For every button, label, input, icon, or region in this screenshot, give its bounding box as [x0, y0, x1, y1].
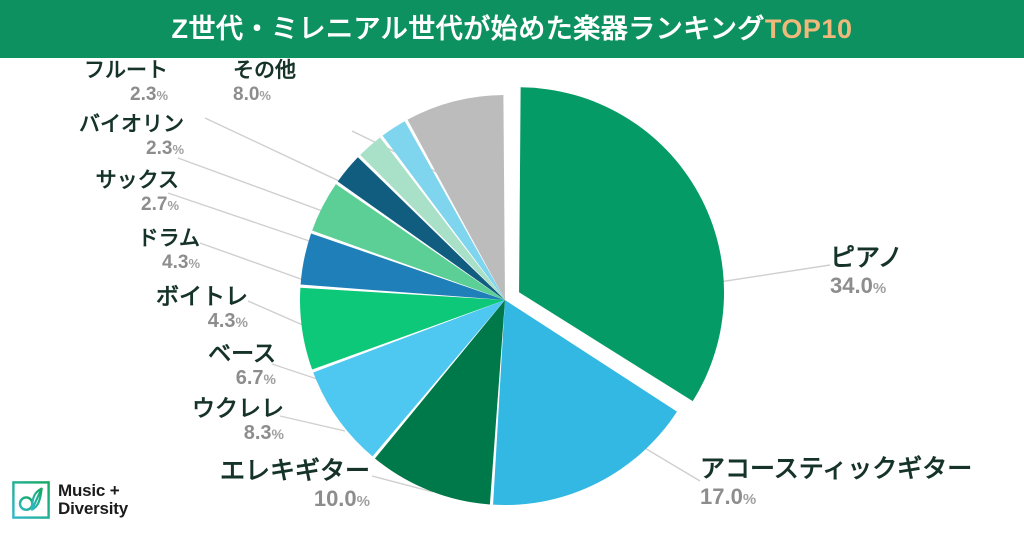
label-bass-pct: 6.7% [235, 366, 276, 389]
label-electric-guitar: エレキギター 10.0% [220, 458, 370, 511]
label-ukulele-name: ウクレレ [192, 395, 284, 421]
label-violin-pct: 2.3% [146, 137, 184, 159]
pie-slice[interactable] [337, 157, 505, 300]
label-sax-name: サックス [95, 169, 179, 192]
label-drum-name: ドラム [137, 227, 200, 250]
pie-slice[interactable] [300, 287, 505, 370]
label-other-name: その他 [233, 59, 296, 82]
music-diversity-logo-mark-icon [12, 481, 50, 519]
brand-logo-line2: Diversity [58, 499, 129, 518]
label-sax-pct: 2.7% [141, 193, 179, 215]
page-title-accent: TOP10 [764, 13, 853, 44]
pie-slice[interactable] [519, 87, 725, 402]
pie-slice[interactable] [493, 300, 677, 505]
label-other: その他 8.0% [233, 59, 296, 105]
brand-logo-text: Music + Diversity [58, 482, 128, 518]
leader-line-bass [271, 363, 321, 381]
label-drum: ドラム 4.3% [137, 227, 200, 273]
label-flute-pct: 2.3% [130, 83, 168, 105]
label-violin-name: バイオリン [79, 113, 184, 136]
label-other-pct: 8.0% [233, 83, 271, 105]
label-acoustic-guitar-name: アコースティックギター [700, 455, 973, 483]
label-flute-name: フルート [84, 59, 168, 82]
pie-chart-svg [167, 87, 831, 505]
label-violin: バイオリン 2.3% [79, 113, 184, 159]
label-acoustic-guitar-pct: 17.0% [700, 484, 757, 509]
leader-line-electric-guitar [371, 475, 434, 493]
label-drum-pct: 4.3% [162, 251, 200, 273]
label-electric-guitar-pct: 10.0% [313, 486, 370, 511]
page-title: Z世代・ミレニアル世代が始めた楽器ランキングTOP10 [171, 13, 853, 44]
label-voice-training-name: ボイトレ [156, 283, 248, 309]
pie-chart: ピアノ 34.0% アコースティックギター 17.0% エレキギター 10.0%… [0, 58, 1024, 538]
leader-line-ukulele [279, 415, 346, 432]
leader-line-drum [199, 242, 313, 284]
brand-logo-line1: Music + [58, 481, 120, 501]
label-voice-training: ボイトレ 4.3% [156, 284, 248, 332]
page-title-main: Z世代・ミレニアル世代が始めた楽器ランキング [171, 13, 765, 44]
label-bass: ベース 6.7% [208, 341, 276, 389]
label-voice-training-pct: 4.3% [207, 309, 248, 332]
pie-slice[interactable] [313, 300, 505, 457]
label-electric-guitar-name: エレキギター [219, 457, 370, 485]
label-acoustic-guitar: アコースティックギター 17.0% [700, 456, 972, 509]
label-piano: ピアノ 34.0% [830, 245, 903, 298]
label-ukulele: ウクレレ 8.3% [192, 396, 284, 444]
pie-slices [300, 87, 725, 505]
label-piano-name: ピアノ [830, 244, 903, 272]
header-bar: Z世代・ミレニアル世代が始めた楽器ランキングTOP10 [0, 0, 1024, 58]
brand-logo: Music + Diversity [12, 481, 128, 519]
label-flute: フルート 2.3% [84, 59, 168, 105]
label-piano-pct: 34.0% [830, 273, 887, 298]
label-sax: サックス 2.7% [95, 169, 179, 215]
leader-line-sax [167, 192, 331, 249]
pie-slice[interactable] [360, 137, 505, 300]
pie-slice[interactable] [382, 121, 505, 300]
pie-slice[interactable] [374, 300, 505, 505]
pie-slice[interactable] [312, 184, 505, 300]
pie-slice[interactable] [407, 95, 505, 300]
label-bass-name: ベース [208, 340, 276, 366]
label-ukulele-pct: 8.3% [243, 421, 284, 444]
leader-line-voice-training [247, 300, 306, 327]
pie-slice[interactable] [300, 233, 505, 300]
